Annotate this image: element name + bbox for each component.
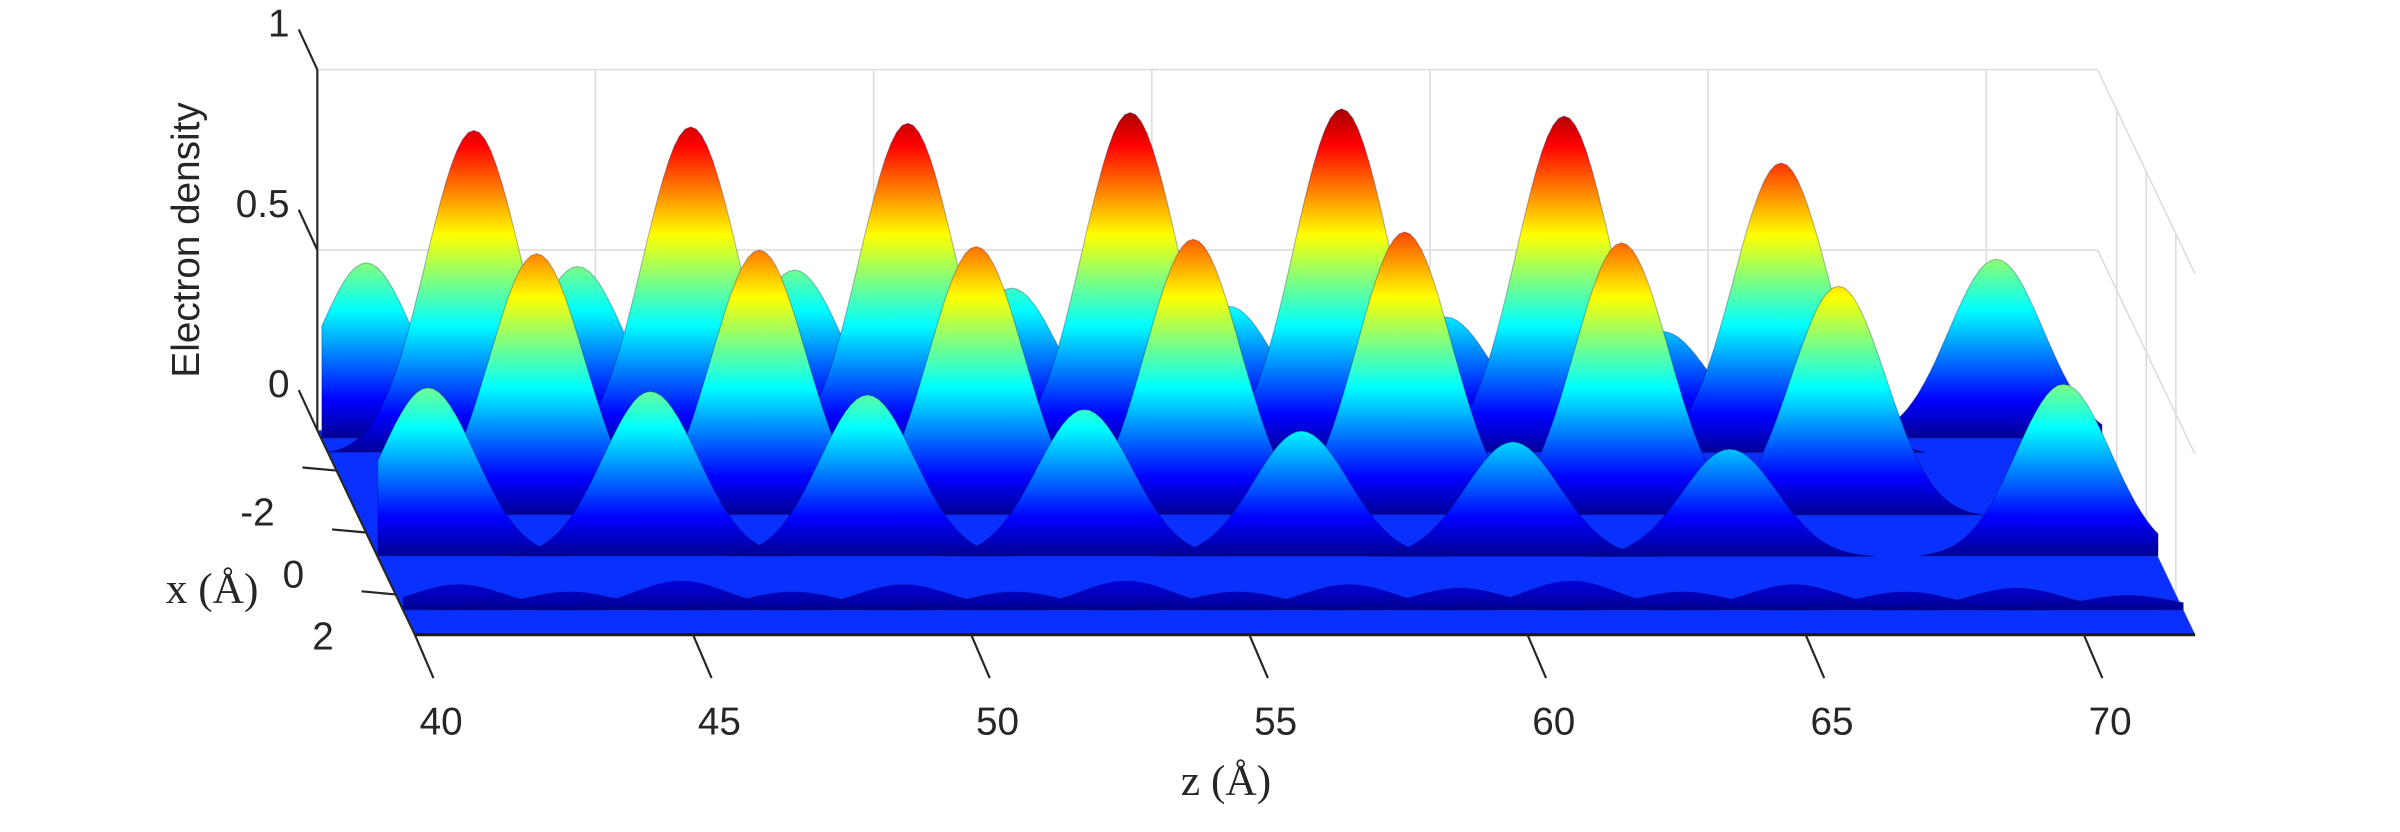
z-tick: [1804, 634, 1826, 679]
plot-area: Electron density x (Å) z (Å) 00.51-20240…: [165, 3, 2196, 805]
z-tick-label: 65: [1810, 701, 1853, 744]
x-tick-label: 2: [312, 616, 334, 659]
y-tick: [297, 209, 319, 251]
z-tick: [970, 634, 991, 679]
surface-peak: [377, 387, 573, 557]
x-tick-label: -2: [240, 492, 274, 535]
y-tick: [297, 28, 319, 71]
surface-peak: [1156, 430, 1447, 557]
z-axis-label: z (Å): [1181, 757, 1271, 805]
surface-peak: [1585, 448, 1875, 557]
surface-peak: [939, 408, 1230, 557]
y-axis-label: Electron density: [165, 102, 208, 378]
z-tick-label: 60: [1532, 701, 1575, 744]
x-tick: [302, 466, 337, 472]
z-tick-label: 55: [1254, 701, 1297, 744]
surface-peak: [722, 394, 1013, 557]
surface-peak: [1368, 441, 1658, 557]
z-tick: [1248, 634, 1269, 679]
y-tick-label: 0: [268, 363, 290, 406]
surface-peak: [1982, 594, 2184, 611]
y-tick-label: 0.5: [236, 183, 290, 226]
z-tick: [1526, 634, 1548, 679]
x-tick: [361, 590, 396, 596]
surface-peak: [1918, 383, 2159, 557]
z-tick-label: 70: [2089, 701, 2132, 744]
z-tick-label: 45: [698, 701, 741, 744]
z-tick-label: 40: [420, 701, 463, 744]
surface-peak: [505, 390, 796, 557]
z-tick: [2082, 634, 2104, 679]
z-tick: [413, 634, 435, 679]
x-tick-label: 0: [283, 554, 305, 597]
surface-peak: [1851, 258, 2103, 439]
y-tick: [297, 389, 319, 431]
y-tick-label: 1: [268, 3, 290, 46]
z-tick-label: 50: [976, 701, 1019, 744]
x-axis-label: x (Å): [166, 565, 259, 613]
x-tick: [331, 528, 367, 534]
z-tick: [692, 634, 713, 679]
